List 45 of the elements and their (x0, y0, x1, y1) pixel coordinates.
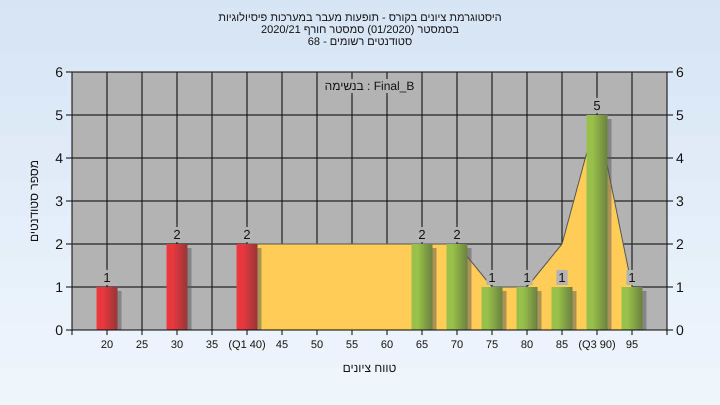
x-tick-label: (Q1 40) (228, 339, 266, 351)
y2-tick-label: 1 (676, 279, 684, 295)
x-tick-label: 30 (170, 339, 184, 351)
x-tick-label: 75 (486, 339, 498, 351)
data-label: 1 (103, 270, 111, 285)
x-tick-label: 95 (626, 339, 638, 351)
x-tick-label: 25 (136, 339, 148, 351)
data-label: 2 (243, 227, 251, 242)
x-axis-title: טווח ציונים (342, 361, 397, 375)
data-label: 1 (488, 270, 496, 285)
annotation: Final_B : בנשימה (324, 79, 414, 93)
data-label: 2 (453, 227, 461, 242)
y2-tick-label: 5 (676, 107, 684, 123)
y-tick-label: 6 (55, 64, 64, 80)
y2-tick-label: 6 (676, 64, 684, 80)
x-tick-label: 45 (276, 339, 288, 351)
y2-tick-label: 2 (676, 236, 684, 252)
x-tick-label: 35 (206, 339, 218, 351)
x-tick-label: 85 (556, 339, 568, 351)
y2-tick-label: 4 (676, 150, 684, 166)
y-tick-label: 4 (55, 150, 64, 166)
y2-tick-label: 3 (676, 193, 684, 209)
y-axis-title: מספר סטודנטים (27, 160, 41, 242)
data-label: 1 (558, 270, 566, 285)
data-label: 1 (628, 270, 636, 285)
y-tick-label: 0 (55, 322, 64, 338)
chart-title: היסטוגרמת ציונים בקורס - תופעות מעבר במערכות פיסיולוגיות (218, 12, 502, 24)
y-tick-label: 2 (55, 236, 64, 252)
data-label: 2 (418, 227, 426, 242)
data-label: 2 (173, 227, 181, 242)
x-tick-label: 70 (450, 339, 464, 351)
y2-tick-label: 0 (676, 322, 684, 338)
y-tick-label: 3 (55, 193, 64, 209)
x-tick-label: (Q3 90) (578, 339, 616, 351)
data-label: 5 (593, 98, 601, 113)
x-tick-label: 60 (380, 339, 394, 351)
y-tick-label: 5 (55, 107, 64, 123)
x-tick-label: 20 (100, 339, 114, 351)
data-label: 1 (523, 270, 531, 285)
chart-subtitle: בסמסטר (01/2020) סמסטר חורף 2020/21 סטודנטים רשומים - 68 (260, 24, 460, 48)
x-tick-label: 80 (520, 339, 534, 351)
y-tick-label: 1 (55, 279, 64, 295)
x-tick-label: 50 (310, 339, 324, 351)
x-tick-label: 65 (416, 339, 428, 351)
x-tick-label: 55 (346, 339, 358, 351)
